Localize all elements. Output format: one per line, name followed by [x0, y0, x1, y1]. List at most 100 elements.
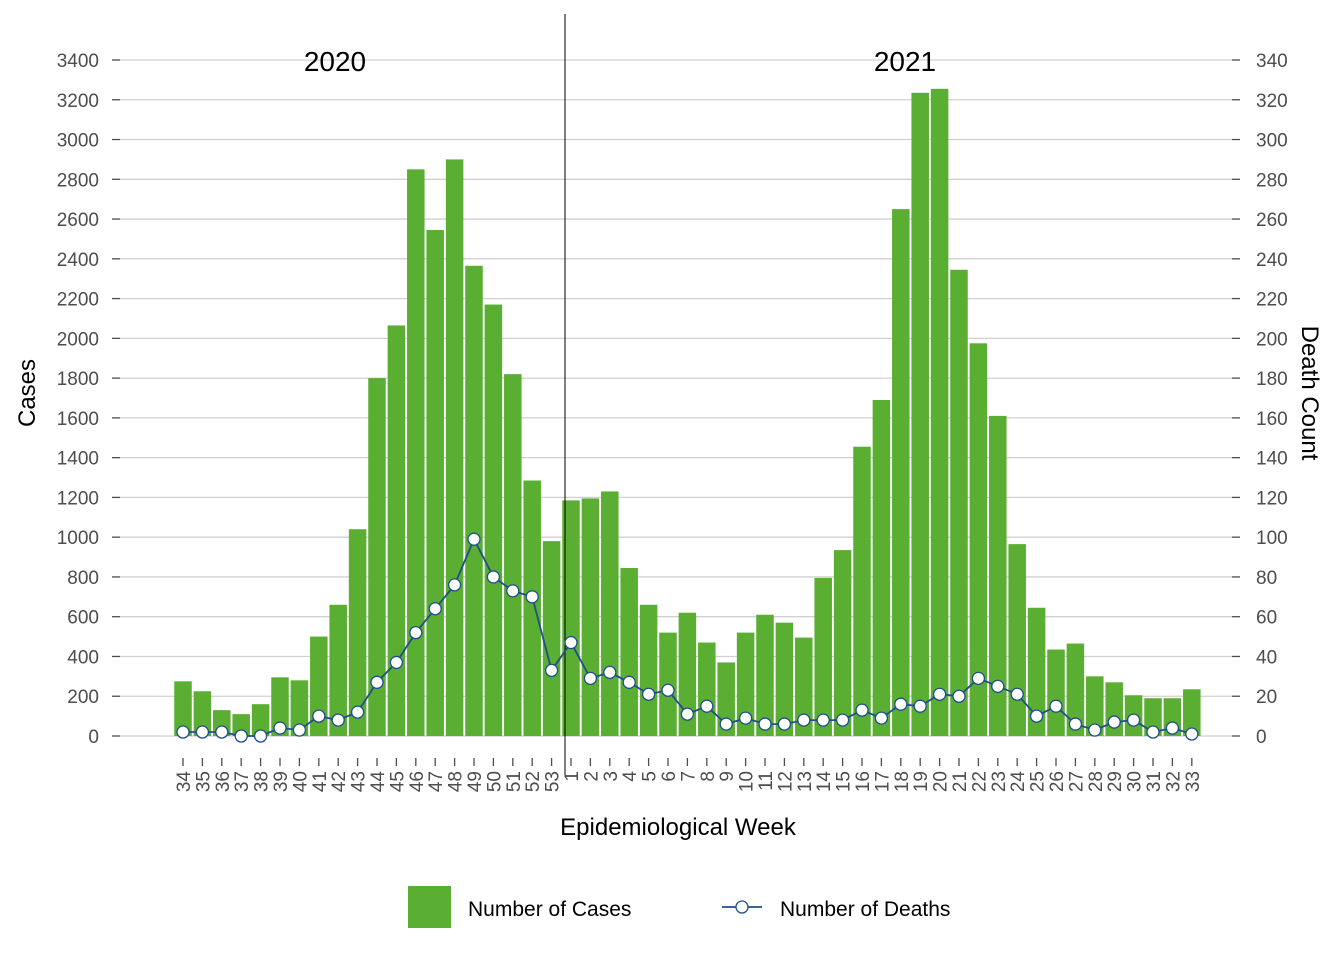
death-point-week-3	[603, 665, 617, 680]
x-tick-label: 9	[717, 771, 738, 782]
y2-axis-title: Death Count	[1296, 326, 1323, 461]
case-bar-week-13	[795, 637, 813, 736]
case-bar-week-8	[698, 642, 716, 736]
x-tick-label: 26	[1047, 771, 1068, 792]
case-bar-week-53	[542, 541, 561, 736]
x-tick-label: 21	[950, 771, 971, 792]
case-bar-week-45	[387, 325, 406, 736]
x-tick-label: 27	[1066, 771, 1087, 792]
case-bar-week-18	[892, 209, 910, 736]
death-point-week-2	[583, 671, 598, 685]
death-point-week-27	[1068, 717, 1083, 731]
case-bar-week-44	[368, 378, 386, 736]
death-point-week-36	[215, 725, 229, 739]
case-bar-week-4	[620, 567, 638, 736]
y2-tick-label: 300	[1256, 131, 1288, 152]
legend-cases-label: Number of Cases	[468, 898, 631, 921]
x-tick-label: 6	[659, 771, 680, 782]
x-tick-label: 42	[329, 771, 350, 792]
case-bar-week-34	[174, 681, 192, 736]
legend-deaths-label: Number of Deaths	[780, 898, 950, 921]
case-bar-week-10	[736, 632, 755, 736]
death-point-week-13	[797, 713, 811, 727]
death-point-week-10	[738, 711, 753, 725]
x-tick-label: 33	[1183, 771, 1204, 792]
x-tick-label: 4	[620, 771, 641, 782]
x-tick-label: 25	[1028, 771, 1049, 792]
case-bar-week-48	[445, 159, 464, 737]
y2-tick-label: 260	[1256, 210, 1288, 231]
death-point-week-22	[971, 671, 986, 685]
case-bar-week-19	[911, 92, 929, 736]
death-point-week-45	[389, 655, 404, 670]
y2-tick-label: 180	[1256, 369, 1288, 390]
case-bar-week-28	[1086, 676, 1104, 736]
case-bar-week-42	[329, 604, 347, 736]
case-bar-week-25	[1027, 607, 1046, 736]
year-label-2021: 2021	[874, 46, 936, 77]
death-point-week-25	[1029, 709, 1044, 723]
case-bar-week-23	[989, 415, 1007, 736]
y-axis-right-ticks: 0 20 40 60 80 100 120 140 160 180 200 220 240 260 280 3…	[1232, 51, 1288, 748]
y-tick-label: 2400	[57, 250, 99, 271]
x-tick-label: 11	[756, 771, 777, 791]
case-bar-week-46	[407, 169, 425, 737]
death-point-week-9	[719, 717, 733, 731]
death-point-week-18	[894, 697, 908, 711]
death-point-week-39	[273, 721, 287, 735]
case-bar-week-50	[484, 304, 503, 736]
death-point-week-46	[409, 625, 423, 640]
death-point-week-6	[661, 683, 675, 697]
x-tick-label: 14	[814, 771, 835, 793]
case-bar-week-24	[1008, 544, 1026, 736]
case-bar-week-2	[581, 498, 600, 736]
x-tick-label: 10	[737, 771, 758, 792]
death-point-week-48	[447, 578, 462, 592]
case-bars	[174, 88, 1201, 737]
death-point-week-15	[835, 713, 850, 727]
death-point-week-17	[874, 711, 889, 725]
x-tick-label: 24	[1008, 771, 1029, 793]
death-point-week-31	[1146, 725, 1160, 739]
case-bar-week-31	[1144, 698, 1162, 736]
year-label-2020: 2020	[304, 46, 366, 77]
y-tick-label: 1000	[57, 528, 99, 549]
death-point-week-44	[370, 675, 384, 689]
death-point-week-34	[176, 725, 190, 739]
y2-tick-label: 100	[1256, 528, 1288, 549]
x-tick-label: 44	[368, 771, 389, 793]
y-tick-label: 3000	[57, 131, 99, 152]
case-bar-week-38	[251, 704, 270, 736]
case-bar-week-26	[1047, 649, 1065, 736]
x-tick-label: 38	[252, 771, 273, 792]
legend: Number of Cases Number of Deaths	[408, 886, 950, 928]
x-tick-label: 37	[232, 771, 253, 792]
x-tick-label: 29	[1105, 771, 1126, 792]
y2-tick-label: 60	[1256, 608, 1277, 629]
x-tick-label: 30	[1125, 771, 1146, 792]
x-tick-label: 47	[426, 771, 447, 792]
case-bar-week-17	[872, 399, 891, 736]
death-point-week-43	[350, 705, 365, 719]
death-point-week-49	[467, 532, 481, 546]
x-tick-label: 3	[601, 771, 622, 782]
legend-deaths-marker	[735, 900, 749, 914]
x-tick-label: 45	[387, 771, 408, 792]
x-tick-label: 2	[581, 771, 602, 782]
x-tick-label: 50	[484, 771, 505, 792]
case-bar-week-20	[930, 88, 949, 737]
death-point-week-1	[564, 635, 578, 650]
y-tick-label: 0	[88, 727, 99, 748]
x-tick-label: 49	[465, 771, 486, 792]
gridlines	[120, 59, 1232, 737]
death-point-week-28	[1088, 723, 1102, 737]
death-point-week-53	[544, 663, 559, 678]
y-tick-label: 2800	[57, 170, 99, 191]
x-tick-label: 36	[213, 771, 234, 792]
case-bar-week-16	[853, 446, 871, 736]
x-tick-label: 18	[892, 771, 913, 792]
y2-tick-label: 0	[1256, 727, 1267, 748]
y-tick-label: 1600	[57, 409, 99, 430]
death-point-week-29	[1107, 715, 1121, 729]
